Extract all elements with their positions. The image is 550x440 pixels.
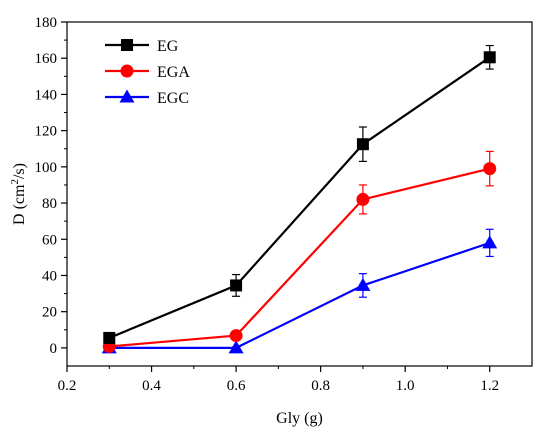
- y-tick-label: 60: [42, 232, 57, 248]
- legend-marker: [119, 89, 135, 103]
- data-point-eg: [356, 138, 369, 151]
- data-point-ega: [229, 329, 243, 343]
- legend: EG EGA EGC: [105, 38, 190, 107]
- x-tick-label: 0.2: [58, 378, 77, 394]
- y-tick-label: 40: [42, 268, 57, 284]
- data-point-eg: [483, 51, 496, 64]
- data-point-egc: [482, 235, 498, 249]
- x-tick-label: 1.2: [480, 378, 499, 394]
- y-tick-label: 0: [50, 341, 58, 357]
- legend-marker: [120, 64, 134, 78]
- y-tick-label: 180: [35, 15, 58, 31]
- series-line-egc: [109, 241, 491, 349]
- series-line-ega: [109, 167, 490, 348]
- y-axis-title: D (cm2/s): [9, 163, 28, 225]
- y-tick-label: 20: [42, 305, 57, 321]
- data-point-egc: [355, 277, 371, 291]
- y-tick-label: 140: [35, 87, 58, 103]
- plot-frame: [66, 21, 533, 367]
- data-point-eg: [103, 331, 116, 344]
- legend-label: EGA: [157, 64, 190, 81]
- legend-label: EGC: [157, 90, 189, 107]
- legend-label: EG: [157, 38, 179, 55]
- x-tick-label: 0.4: [142, 378, 161, 394]
- y-axis-title-suffix: /s): [11, 163, 28, 179]
- y-tick-label: 80: [42, 196, 57, 212]
- legend-marker: [121, 39, 133, 51]
- x-tick-label: 0.8: [311, 378, 330, 394]
- x-tick-label: 1.0: [396, 378, 415, 394]
- data-point-ega: [483, 162, 497, 176]
- data-point-ega: [356, 192, 370, 206]
- data-point-egc: [228, 340, 244, 354]
- y-tick-label: 120: [35, 124, 58, 140]
- y-tick-label: 100: [35, 160, 58, 176]
- y-axis-title-sup: 2: [9, 179, 21, 185]
- x-axis-title: Gly (g): [276, 410, 323, 427]
- y-tick-label: 160: [35, 51, 58, 67]
- x-tick-label: 0.6: [227, 378, 246, 394]
- plot-area: 0.2 0.4 0.6 0.8 1.0 1.2 0 20 40 60 80 100 120 140 160 1…: [35, 15, 533, 394]
- series-line-eg: [108, 56, 491, 339]
- y-axis-title-prefix: D (cm: [11, 184, 28, 225]
- data-point-eg: [230, 279, 243, 292]
